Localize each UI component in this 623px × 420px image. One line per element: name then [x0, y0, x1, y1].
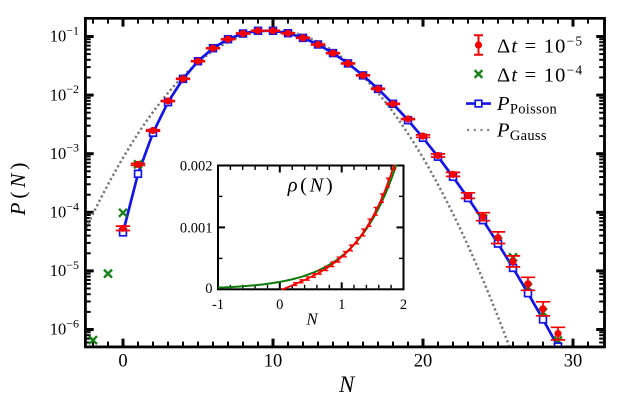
svg-text:10: 10 [264, 352, 283, 372]
svg-text:0: 0 [205, 281, 212, 297]
svg-text:N: N [338, 372, 356, 397]
svg-text:0.002: 0.002 [180, 159, 213, 175]
svg-text:30: 30 [564, 352, 583, 372]
svg-text:2: 2 [400, 297, 407, 313]
svg-text:0: 0 [276, 297, 283, 313]
svg-text:PGauss: PGauss [496, 120, 547, 145]
svg-text:1: 1 [338, 297, 345, 313]
svg-text:0.001: 0.001 [180, 220, 213, 236]
svg-text:ρ(N): ρ(N) [287, 175, 336, 197]
svg-text:PPoisson: PPoisson [496, 93, 558, 118]
svg-text:P(N): P(N) [6, 159, 30, 217]
svg-text:20: 20 [414, 352, 433, 372]
svg-text:N: N [305, 310, 319, 329]
svg-text:-1: -1 [212, 297, 224, 313]
svg-text:0: 0 [118, 352, 127, 372]
